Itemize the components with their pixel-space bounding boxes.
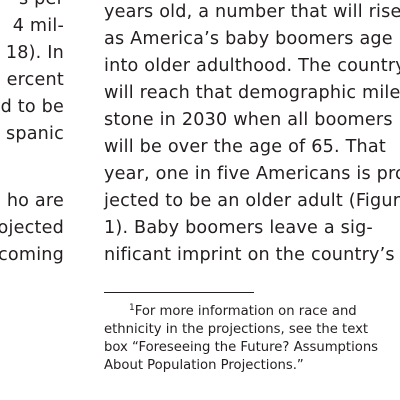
footnote-text: For more information on race and (134, 304, 357, 319)
body-text-line: stone in 2030 when all boomers (104, 110, 393, 130)
left-column-line: s per (19, 0, 64, 13)
footnote-line: ethnicity in the projections, see the te… (104, 322, 369, 337)
body-text-line: year, one in five Americans is pro- (104, 164, 400, 184)
footnote-line: About Population Projections.” (104, 358, 304, 373)
body-text-line: as America’s baby boomers age (104, 29, 393, 49)
body-text-line: 1). Baby boomers leave a sig- (104, 218, 373, 238)
left-column-line: ercent (6, 70, 64, 90)
body-text-line: will be over the age of 65. That (104, 137, 386, 157)
left-column-line: ojected (0, 218, 64, 238)
left-column-line: spanic (5, 124, 64, 144)
footnote-divider (104, 292, 254, 293)
left-column-line: coming (0, 245, 64, 265)
footnote-line: box “Foreseeing the Future? Assumptions (104, 340, 379, 355)
footnote-line: 1For more information on race and (129, 303, 357, 321)
body-text-line: nificant imprint on the country’s (104, 245, 395, 265)
body-text-line: will reach that demographic mile- (104, 83, 400, 103)
left-column-line: 4 mil- (12, 16, 64, 36)
body-text-line: years old, a number that will rise (104, 2, 400, 22)
left-column-line: ho are (6, 191, 64, 211)
body-text-line: into older adulthood. The country (104, 56, 400, 76)
left-column-line: 18). In (5, 43, 64, 63)
body-text-line: jected to be an older adult (Figure (104, 191, 400, 211)
footnote-marker: 1 (129, 303, 135, 313)
left-column-line: d to be (0, 97, 64, 117)
